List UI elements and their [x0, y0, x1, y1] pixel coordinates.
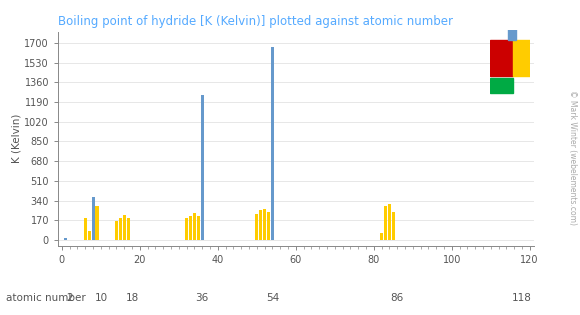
Bar [201, 95, 204, 240]
Bar [490, 40, 513, 76]
Bar [92, 197, 95, 240]
Bar [267, 212, 270, 240]
Bar [388, 204, 391, 240]
Bar [185, 219, 188, 240]
Bar [508, 27, 516, 40]
Text: 10: 10 [95, 293, 107, 303]
Bar [126, 218, 130, 240]
Text: atomic number: atomic number [6, 293, 86, 303]
Text: 2: 2 [66, 293, 73, 303]
Bar [271, 47, 274, 240]
Bar [64, 238, 67, 240]
Text: Boiling point of hydride [K (Kelvin)] plotted against atomic number: Boiling point of hydride [K (Kelvin)] pl… [58, 14, 453, 27]
Bar [380, 233, 383, 240]
Text: 86: 86 [390, 293, 404, 303]
Bar [193, 213, 196, 240]
Text: 118: 118 [512, 293, 532, 303]
Bar [88, 231, 90, 240]
Bar [84, 219, 87, 240]
Bar [384, 206, 387, 240]
Bar [513, 40, 530, 76]
Text: 18: 18 [125, 293, 139, 303]
Bar [490, 78, 513, 93]
Bar [115, 221, 118, 240]
Bar [123, 215, 126, 240]
Text: 36: 36 [195, 293, 209, 303]
Bar [259, 210, 262, 240]
Bar [189, 215, 192, 240]
Bar [119, 218, 122, 240]
Text: © Mark Winter (webelements.com): © Mark Winter (webelements.com) [568, 90, 577, 225]
Bar [263, 209, 266, 240]
Bar [96, 206, 99, 240]
Text: 54: 54 [266, 293, 279, 303]
Bar [255, 215, 258, 240]
Y-axis label: K (Kelvin): K (Kelvin) [12, 114, 21, 163]
Bar [197, 216, 200, 240]
Bar [392, 212, 395, 240]
